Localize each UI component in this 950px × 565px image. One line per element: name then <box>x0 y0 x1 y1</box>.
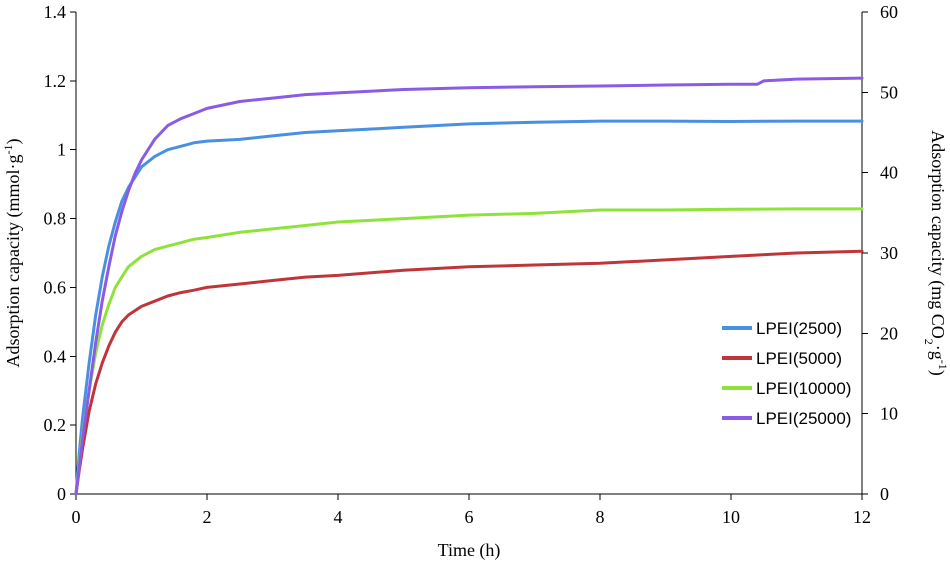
y2-ticks: 0 10 20 30 40 50 60 <box>862 2 898 504</box>
series-line-4 <box>74 76 864 496</box>
y2-axis-title-mid: ·g <box>928 345 948 360</box>
y2-axis-title-sup: -1 <box>936 360 950 370</box>
series-line-3 <box>74 207 864 496</box>
y2-tick-label: 10 <box>880 404 898 424</box>
y-tick-label: 0.8 <box>44 209 67 229</box>
y2-axis-title-main: Adsorption capacity (mg CO <box>927 130 948 338</box>
legend: LPEI(2500) LPEI(5000) LPEI(10000) LPEI(2500… <box>722 319 851 428</box>
legend-label: LPEI(5000) <box>756 349 842 368</box>
series-line-1 <box>74 119 864 496</box>
y2-axis-title: Adsorption capacity (mg CO2·g-1) <box>922 130 950 375</box>
y2-tick-label: 40 <box>880 163 898 183</box>
y2-tick-label: 0 <box>880 484 889 504</box>
x-tick-label: 0 <box>72 507 81 527</box>
x-tick-label: 4 <box>334 507 343 527</box>
x-axis-title: Time (h) <box>438 540 501 561</box>
x-tick-label: 10 <box>722 507 740 527</box>
y-axis-title-sup: -1 <box>1 145 15 155</box>
series-line-2 <box>74 249 864 496</box>
y-tick-label: 0.4 <box>44 346 67 366</box>
y-tick-label: 0.6 <box>44 277 67 297</box>
y-axis-title: Adsorption capacity (mmol·g-1) <box>1 139 24 368</box>
x-ticks: 0 2 4 6 8 10 12 <box>72 494 871 527</box>
y-ticks: 0 0.2 0.4 0.6 0.8 1 1.2 1.4 <box>44 2 76 504</box>
y-tick-label: 1.4 <box>44 2 67 22</box>
y2-axis-title-close: ) <box>927 370 948 376</box>
y-tick-label: 1.2 <box>44 71 67 91</box>
y-axis-title-close: ) <box>3 139 24 145</box>
y2-axis-title-sub: 2 <box>922 339 936 345</box>
legend-label: LPEI(25000) <box>756 409 851 428</box>
x-tick-label: 6 <box>465 507 474 527</box>
y2-tick-label: 50 <box>880 82 898 102</box>
y2-tick-label: 20 <box>880 323 898 343</box>
y-tick-label: 0 <box>57 484 66 504</box>
x-tick-label: 8 <box>596 507 605 527</box>
series-group <box>74 76 864 496</box>
legend-label: LPEI(10000) <box>756 379 851 398</box>
y2-tick-label: 30 <box>880 243 898 263</box>
legend-label: LPEI(2500) <box>756 319 842 338</box>
y-axis-title-main: Adsorption capacity (mmol·g <box>3 155 24 368</box>
x-tick-label: 12 <box>853 507 871 527</box>
y-tick-label: 1 <box>57 140 66 160</box>
y-tick-label: 0.2 <box>44 415 67 435</box>
x-tick-label: 2 <box>203 507 212 527</box>
y2-tick-label: 60 <box>880 2 898 22</box>
